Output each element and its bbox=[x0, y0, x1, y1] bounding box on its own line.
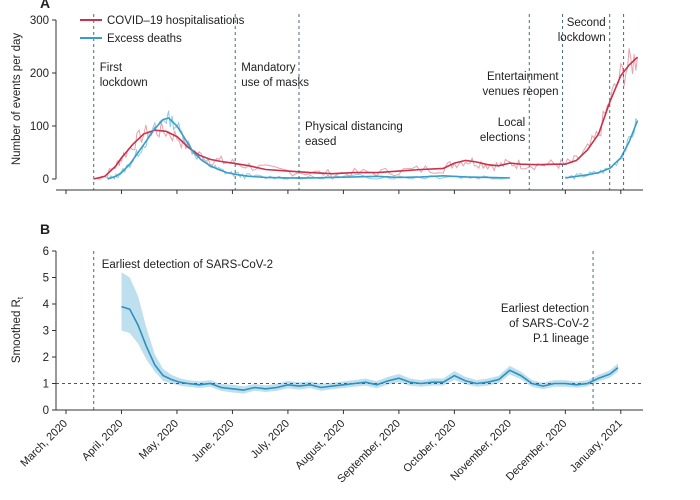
panel-a-event-label-2-1: eased bbox=[305, 136, 336, 148]
panel-a-axes: 0 100 200 300 bbox=[30, 15, 643, 194]
panel-a-event-label-4-1: venues reopen bbox=[482, 86, 558, 98]
panel-a-event-label-3-1: elections bbox=[480, 132, 526, 144]
panel-a-raw-series bbox=[93, 48, 638, 181]
x-tick-label-10: January, 2021 bbox=[568, 418, 625, 475]
panel-b-event-label-1-0: Earliest detection bbox=[501, 303, 589, 315]
panel-a-y-tick-label-1: 100 bbox=[30, 121, 49, 133]
panel-a-event-label-1-0: Mandatory bbox=[241, 62, 296, 74]
panel-a-y-tick-label-0: 0 bbox=[43, 174, 49, 186]
panel-a-event-label-5-0: Second bbox=[567, 17, 606, 29]
x-tick-label-4: July, 2020 bbox=[249, 418, 292, 461]
panel-b-confidence-band bbox=[121, 272, 618, 394]
panel-a-y-tick-label-3: 300 bbox=[30, 15, 49, 27]
panel-a-event-label-3-0: Local bbox=[498, 117, 526, 129]
hospitalisations-raw-line bbox=[93, 48, 638, 180]
panel-b-rt-line bbox=[121, 305, 619, 391]
panel-b: Earliest detection of SARS-CoV-2 Earliest… bbox=[11, 246, 643, 485]
panel-label-a: A bbox=[40, 0, 50, 11]
panel-a-event-label-4-0: Entertainment bbox=[487, 71, 559, 83]
panel-label-b: B bbox=[40, 221, 50, 237]
panel-a-smoothed-series bbox=[93, 56, 639, 180]
panel-a-event-label-2-0: Physical distancing bbox=[305, 121, 403, 133]
panel-b-y-axis-label: Smoothed Rt bbox=[11, 296, 25, 363]
panel-b-y-tick-label-3: 3 bbox=[43, 326, 49, 338]
panel-a-event-lines: First lockdown Mandatory use of masks Physic… bbox=[93, 14, 625, 190]
panel-b-y-axis-label-subscript: t bbox=[16, 296, 25, 299]
panel-b-y-axis-label-main: Smoothed R bbox=[11, 299, 23, 363]
panel-a-event-label-1-1: use of masks bbox=[241, 77, 309, 89]
legend: COVID–19 hospitalisations Excess deaths bbox=[80, 15, 245, 45]
panel-a-event-label-5-1: lockdown bbox=[558, 32, 606, 44]
panel-b-y-tick-label-5: 5 bbox=[43, 273, 49, 285]
excess-deaths-line-1 bbox=[565, 120, 639, 179]
x-tick-label-1: April, 2020 bbox=[80, 418, 126, 464]
panel-a-y-axis-label: Number of events per day bbox=[11, 33, 23, 166]
panel-a-event-label-0-1: lockdown bbox=[100, 77, 148, 89]
x-tick-label-2: May, 2020 bbox=[137, 418, 181, 462]
hospitalisations-line bbox=[93, 56, 639, 180]
panel-a-y-tick-label-2: 200 bbox=[30, 68, 49, 80]
panel-b-event-label-0-0: Earliest detection of SARS-CoV-2 bbox=[102, 259, 273, 271]
panel-b-event-label-1-2: P.1 lineage bbox=[533, 333, 589, 345]
panel-a-event-label-0-0: First bbox=[100, 62, 123, 74]
x-tick-label-9: December, 2020 bbox=[504, 418, 570, 484]
panel-b-y-tick-label-4: 4 bbox=[43, 299, 50, 311]
x-tick-label-3: June, 2020 bbox=[190, 418, 237, 465]
panel-b-y-tick-label-1: 1 bbox=[43, 379, 49, 391]
panel-b-y-tick-label-6: 6 bbox=[43, 246, 49, 258]
legend-label-hospitalisations: COVID–19 hospitalisations bbox=[107, 15, 245, 27]
x-tick-label-5: August, 2020 bbox=[293, 418, 347, 472]
panel-a: First lockdown Mandatory use of masks Physic… bbox=[11, 14, 643, 194]
panel-b-y-tick-label-0: 0 bbox=[43, 405, 49, 417]
excess-deaths-line-0 bbox=[107, 117, 510, 180]
panel-b-event-label-1-1: of SARS-CoV-2 bbox=[509, 318, 589, 330]
x-tick-label-0: March, 2020 bbox=[18, 418, 70, 470]
rt-line bbox=[121, 305, 619, 391]
panel-b-y-tick-label-2: 2 bbox=[43, 352, 49, 364]
legend-label-excess-deaths: Excess deaths bbox=[107, 33, 182, 45]
rt-confidence-band bbox=[121, 272, 618, 394]
x-tick-label-7: October, 2020 bbox=[401, 418, 458, 475]
panel-b-event-lines: Earliest detection of SARS-CoV-2 Earliest… bbox=[93, 251, 594, 410]
